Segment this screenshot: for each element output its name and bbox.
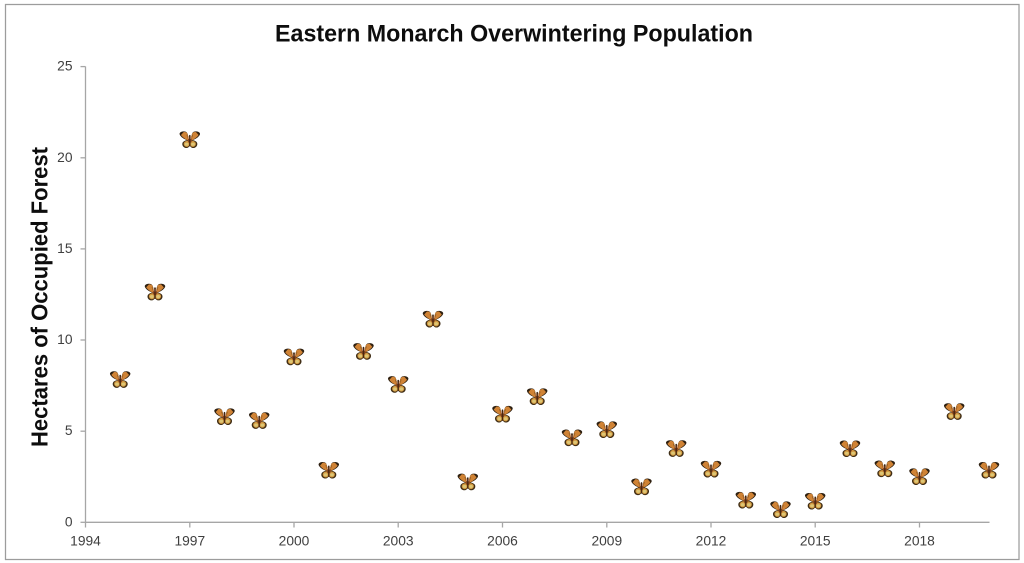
- svg-text:2012: 2012: [696, 533, 727, 548]
- svg-text:2003: 2003: [383, 533, 414, 548]
- svg-text:2009: 2009: [591, 533, 622, 548]
- svg-text:10: 10: [57, 332, 73, 347]
- svg-text:Hectares of Occupied Forest: Hectares of Occupied Forest: [27, 147, 53, 447]
- svg-text:15: 15: [57, 241, 73, 256]
- svg-text:0: 0: [65, 514, 73, 529]
- svg-text:2018: 2018: [904, 533, 935, 548]
- svg-text:20: 20: [57, 150, 73, 165]
- svg-text:1994: 1994: [70, 533, 101, 548]
- svg-text:2000: 2000: [279, 533, 310, 548]
- svg-text:25: 25: [57, 59, 73, 74]
- svg-text:2006: 2006: [487, 533, 518, 548]
- svg-text:2015: 2015: [800, 533, 831, 548]
- svg-text:1997: 1997: [174, 533, 205, 548]
- svg-text:5: 5: [65, 423, 73, 438]
- svg-text:Eastern Monarch Overwintering: Eastern Monarch Overwintering Population: [275, 21, 753, 48]
